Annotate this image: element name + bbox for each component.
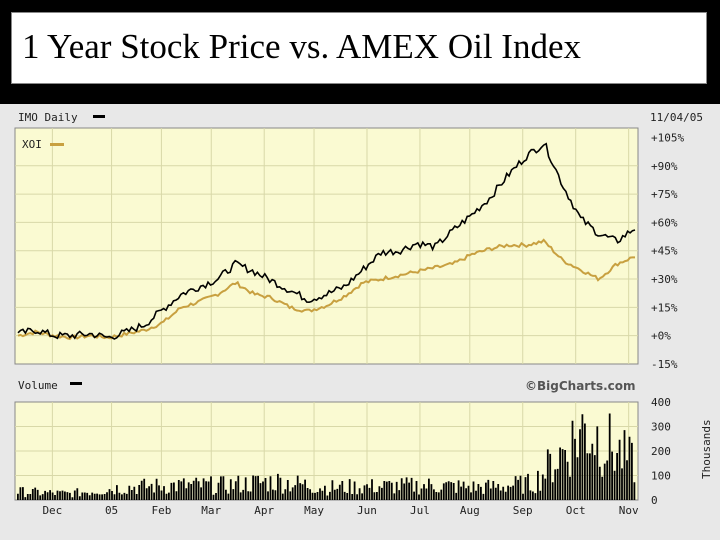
volume-unit-label: Thousands	[700, 419, 713, 479]
x-tick: Nov	[619, 504, 639, 517]
price-y-tick: +30%	[651, 273, 678, 286]
x-tick: Mar	[201, 504, 221, 517]
volume-legend-swatch	[70, 382, 82, 385]
price-y-tick: +60%	[651, 216, 678, 229]
price-y-tick: +0%	[651, 330, 671, 343]
index-series-label: XOI	[22, 138, 42, 151]
brand-watermark: ©BigCharts.com	[525, 379, 636, 393]
imo-series-line	[17, 142, 636, 340]
x-tick: Aug	[460, 504, 480, 517]
x-tick-labels: Dec 05 Feb Mar Apr May Jun Jul Aug Sep Oct Nov	[42, 504, 639, 517]
slide-title-box: 1 Year Stock Price vs. AMEX Oil Index	[11, 12, 707, 84]
x-tick: Oct	[566, 504, 586, 517]
price-series-label: IMO Daily	[18, 111, 78, 124]
price-y-tick: +105%	[651, 131, 684, 144]
price-grid	[15, 128, 638, 364]
x-tick: Jul	[410, 504, 430, 517]
chart-svg: +105% +90% +75% +60% +45% +30% +15% +0% -15% IMO…	[14, 108, 713, 517]
volume-label: Volume	[18, 379, 58, 392]
x-tick: Apr	[254, 504, 274, 517]
price-header-strip	[15, 108, 638, 127]
price-y-tick: +75%	[651, 188, 678, 201]
price-y-tick-labels: +105% +90% +75% +60% +45% +30% +15% +0% -15%	[651, 131, 684, 371]
volume-y-tick: 0	[651, 494, 658, 507]
x-tick: Sep	[513, 504, 533, 517]
x-tick: Dec	[42, 504, 62, 517]
price-plot-area	[14, 127, 639, 365]
x-tick: Feb	[151, 504, 171, 517]
price-y-tick: +45%	[651, 245, 678, 258]
price-y-tick: +90%	[651, 160, 678, 173]
volume-y-tick: 100	[651, 470, 671, 483]
price-y-tick: -15%	[651, 358, 678, 371]
volume-y-tick: 200	[651, 445, 671, 458]
volume-y-tick: 400	[651, 396, 671, 409]
index-legend-swatch	[50, 143, 64, 146]
x-tick: Jun	[357, 504, 377, 517]
chart-panel: +105% +90% +75% +60% +45% +30% +15% +0% -15% IMO…	[0, 104, 720, 540]
x-tick: May	[304, 504, 324, 517]
x-tick: 05	[105, 504, 118, 517]
price-y-tick: +15%	[651, 301, 678, 314]
volume-y-tick: 300	[651, 421, 671, 434]
price-date-label: 11/04/05	[650, 111, 703, 124]
slide-title: 1 Year Stock Price vs. AMEX Oil Index	[22, 27, 581, 66]
volume-y-tick-labels: 400 300 200 100 0	[651, 396, 671, 507]
volume-grid	[15, 402, 638, 500]
xoi-series-line	[17, 238, 635, 341]
price-legend-swatch	[93, 115, 105, 118]
